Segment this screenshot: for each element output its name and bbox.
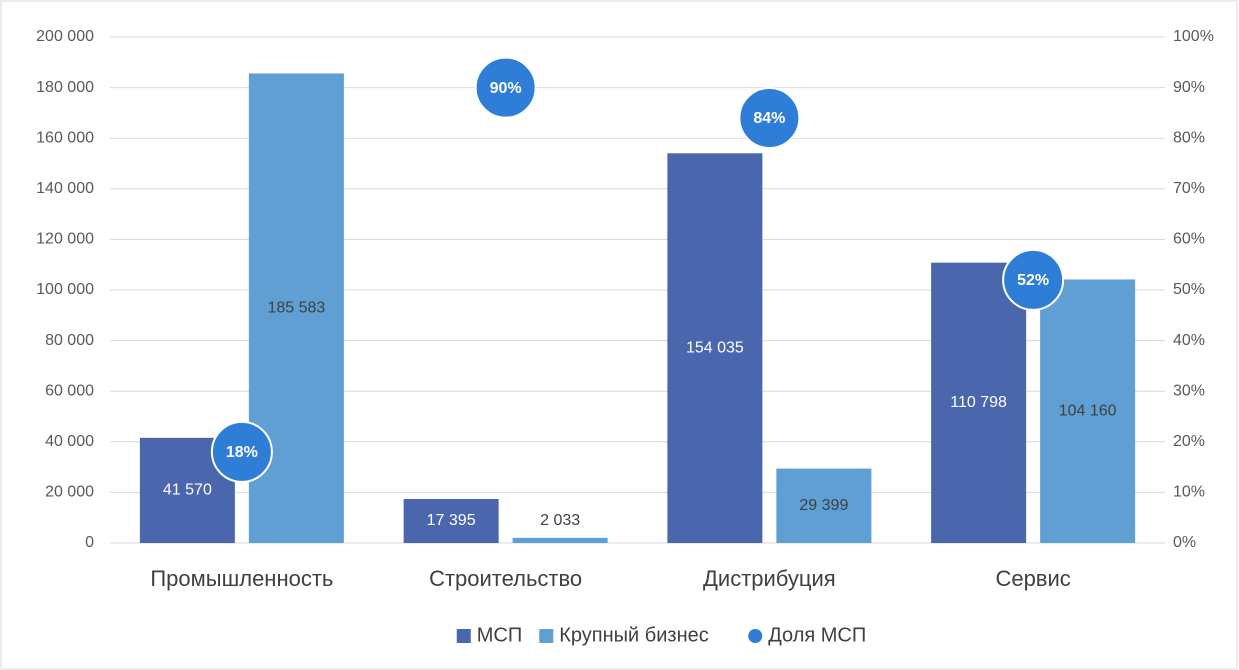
bar-value-label: 104 160 [1059,402,1117,419]
legend-label: Крупный бизнес [559,624,709,646]
share-label: 84% [753,110,785,127]
y2-tick-label: 50% [1173,281,1205,298]
x-tick-label: Сервис [995,566,1070,591]
y2-tick-label: 20% [1173,433,1205,450]
y-tick-label: 0 [85,534,94,551]
bar [1040,279,1136,543]
x-tick-label: Дистрибуция [703,566,836,591]
bar-value-label: 41 570 [163,482,212,499]
legend-label: МСП [477,624,522,646]
y-tick-label: 20 000 [45,484,94,501]
share-marker [210,420,273,483]
legend-marker [748,629,763,643]
share-marker [474,56,537,119]
y2-tick-label: 0% [1173,534,1196,551]
y-tick-label: 60 000 [45,382,94,399]
y-tick-label: 80 000 [45,332,94,349]
bar-value-label: 29 399 [799,497,848,514]
y-tick-label: 200 000 [36,28,94,45]
y2-tick-label: 70% [1173,180,1205,197]
bar [776,468,872,543]
y2-tick-label: 80% [1173,129,1205,146]
bar [512,537,608,543]
bar-value-label: 17 395 [427,512,476,529]
x-tick-label: Строительство [429,566,582,591]
y2-tick-label: 30% [1173,382,1205,399]
bar-value-label: 110 798 [950,394,1007,411]
bar-value-label: 2 033 [540,512,580,529]
y-tick-label: 160 000 [36,129,94,146]
x-tick-label: Промышленность [150,566,333,591]
y-tick-label: 100 000 [36,281,94,298]
share-label: 18% [226,444,258,461]
bar-value-label: 185 583 [267,299,325,316]
y2-tick-label: 90% [1173,79,1205,96]
y2-tick-label: 40% [1173,332,1205,349]
share-label: 52% [1017,272,1049,289]
legend-marker [456,629,471,643]
bar [931,262,1027,543]
bar-value-label: 154 035 [686,339,744,356]
legend-label: Доля МСП [768,624,866,646]
y2-tick-label: 60% [1173,231,1205,248]
bar [403,498,499,543]
y-tick-label: 140 000 [36,180,94,197]
y2-tick-label: 10% [1173,484,1205,501]
y2-tick-label: 100% [1173,28,1214,45]
share-label: 90% [490,80,522,97]
bar [667,153,763,543]
share-marker [1002,248,1065,311]
legend-marker [539,629,554,643]
y-tick-label: 40 000 [45,433,94,450]
y-tick-label: 120 000 [36,231,94,248]
share-marker [738,86,801,149]
y-tick-label: 180 000 [36,79,94,96]
